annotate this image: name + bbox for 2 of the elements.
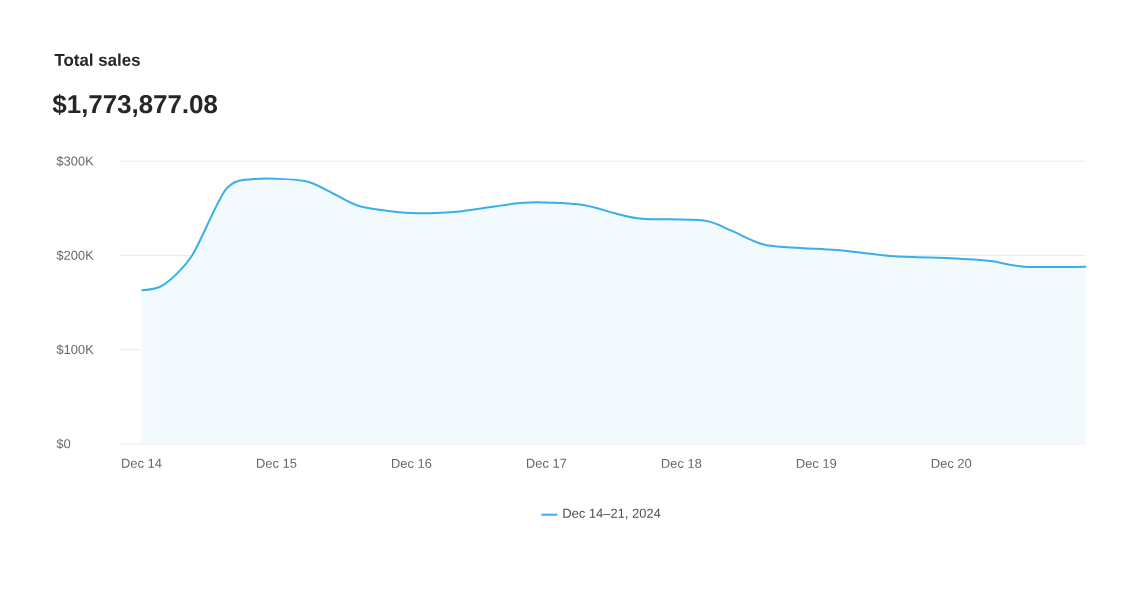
chart-title: Total sales [54,53,140,67]
chart-subtitle: $1,773,877.08 [52,94,218,118]
